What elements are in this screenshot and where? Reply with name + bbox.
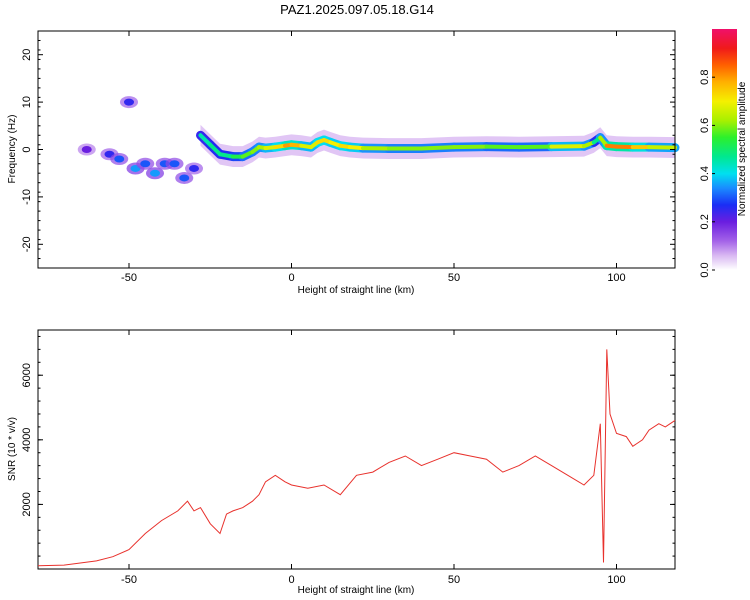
- spectrogram-y-tick-label: -10: [21, 189, 33, 205]
- snr-x-label: Height of straight line (km): [298, 585, 415, 596]
- spectrogram-ridge: [196, 124, 680, 168]
- snr-line: [37, 349, 676, 567]
- snr-y-ticks: 2000 4000 6000: [21, 335, 675, 557]
- spectrogram-x-label: Height of straight line (km): [298, 285, 415, 296]
- snr-x-tick-label: -50: [121, 574, 137, 586]
- snr-x-tick-label: 0: [288, 574, 294, 586]
- spectrogram-blob-core: [189, 164, 199, 172]
- snr-panel: -50 0 50 100 2000 4000 6000 Height of straigh…: [7, 329, 676, 596]
- colorbar-ticks: 0.0 0.2 0.4 0.6 0.8: [699, 70, 715, 278]
- colorbar-tick-label: 0.2: [699, 214, 711, 229]
- colorbar-tick-label: 0.6: [699, 118, 711, 133]
- snr-x-tick-label: 50: [448, 574, 460, 586]
- spectrogram-blob-core: [114, 155, 125, 163]
- spectrogram-ridge-segment: [208, 142, 222, 157]
- colorbar: 0.0 0.2 0.4 0.6 0.8 Normalized spectral ampl…: [699, 29, 748, 278]
- spectrogram-blob-core: [179, 174, 190, 182]
- spectrogram-x-tick-label: 50: [448, 272, 460, 284]
- spectrogram-blob-core: [124, 98, 134, 106]
- snr-x-ticks: -50 0 50 100: [121, 330, 626, 586]
- spectrogram-ridge-segment: [348, 145, 365, 151]
- snr-y-tick-label: 4000: [21, 428, 33, 452]
- spectrogram-x-ticks: -50 0 50 100: [121, 31, 626, 284]
- colorbar-tick-label: 0.4: [699, 166, 711, 181]
- colorbar-gradient: [712, 29, 737, 270]
- spectrogram-panel: -50 0 50 100 -20 -10 0 10 20 Height of straight…: [7, 30, 680, 296]
- spectrogram-y-tick-label: 0: [21, 146, 33, 152]
- colorbar-label: Normalized spectral amplitude: [737, 81, 748, 216]
- spectrogram-x-tick-label: -50: [121, 272, 137, 284]
- spectrogram-blob-core: [150, 169, 160, 177]
- spectrogram-x-tick-label: 100: [607, 272, 625, 284]
- snr-y-tick-label: 2000: [21, 492, 33, 516]
- spectrogram-ridge-segment: [218, 152, 235, 159]
- spectrogram-y-tick-label: 20: [21, 49, 33, 61]
- spectrogram-blobs: [77, 96, 203, 184]
- snr-x-tick-label: 100: [607, 574, 625, 586]
- figure-title: PAZ1.2025.097.05.18.G14: [280, 2, 434, 17]
- spectrogram-ridge-segment: [198, 133, 213, 147]
- spectrogram-y-tick-label: 10: [21, 96, 33, 108]
- snr-y-tick-label: 6000: [21, 363, 33, 387]
- snr-y-label: SNR (10 * v/v): [7, 417, 18, 481]
- spectrogram-blob-core: [169, 160, 180, 168]
- colorbar-tick-label: 0.0: [699, 262, 711, 277]
- spectrogram-x-tick-label: 0: [288, 272, 294, 284]
- spectrogram-y-ticks: -20 -10 0 10 20: [21, 30, 675, 269]
- colorbar-tick-label: 0.8: [699, 70, 711, 85]
- spectrogram-ridge-segment: [419, 145, 456, 151]
- snr-frame: [37, 329, 676, 570]
- spectrogram-y-label: Frequency (Hz): [7, 115, 18, 184]
- spectrogram-y-tick-label: -20: [21, 236, 33, 252]
- spectrogram-blob-core: [140, 160, 151, 168]
- spectrogram-blob-core: [81, 146, 92, 153]
